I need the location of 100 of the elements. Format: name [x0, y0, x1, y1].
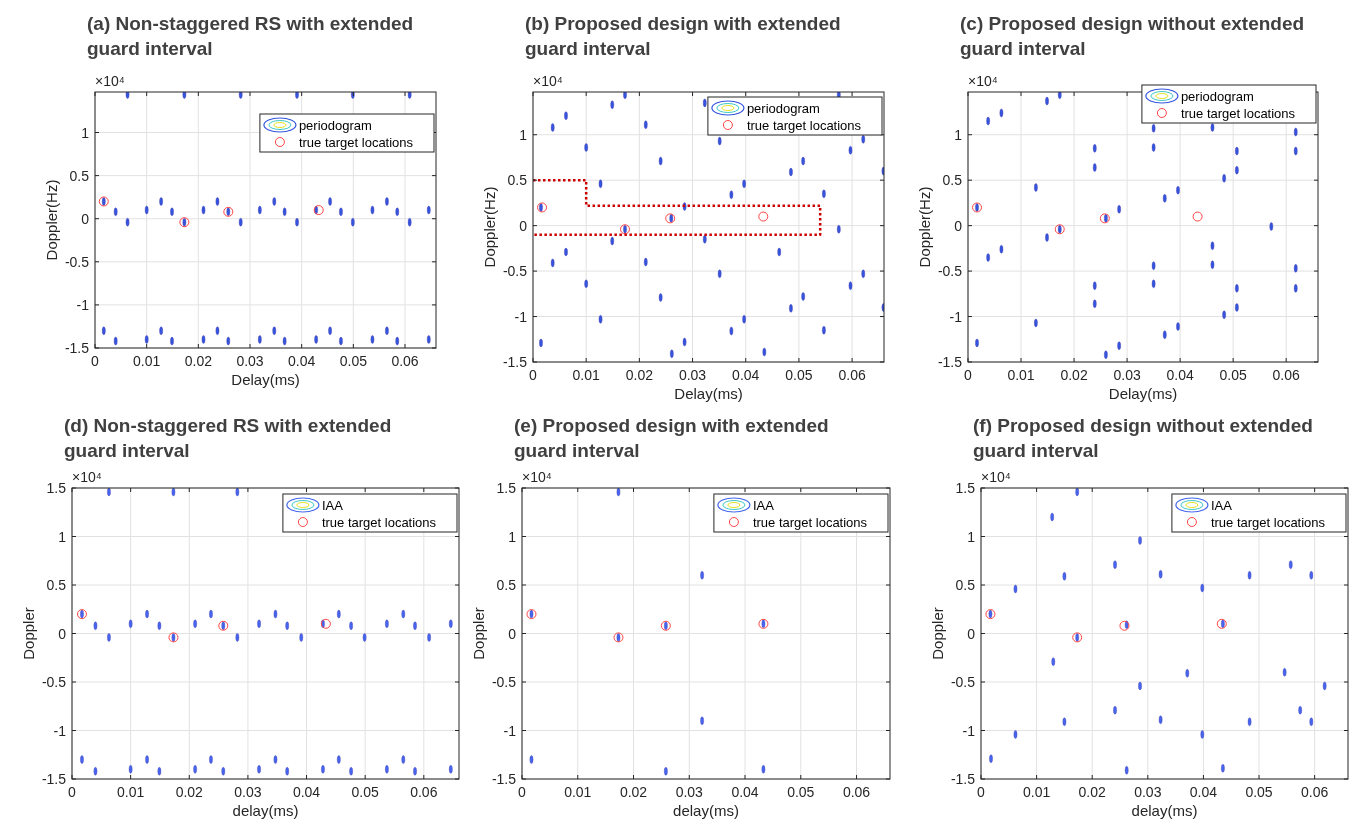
- chart-title: (b) Proposed design with extended guard interval: [525, 13, 841, 59]
- x-axis-title: Delay(ms): [231, 371, 300, 388]
- point: [972, 202, 983, 213]
- x-tick-label: 0.05: [351, 784, 380, 800]
- x-tick-label: 0.02: [1060, 367, 1088, 383]
- legend-label: true target locations: [1180, 106, 1296, 121]
- x-tick-label: 0: [91, 353, 100, 369]
- x-tick-label: 0.05: [339, 353, 368, 369]
- point: [1119, 620, 1130, 631]
- chart-title: (c) Proposed design without extended guard interval: [960, 13, 1305, 59]
- x-tick-label: 0.02: [1078, 784, 1107, 800]
- x-tick-label: 0.01: [1007, 367, 1035, 383]
- y-axis-title: Doppler(Hz): [43, 179, 60, 261]
- y-tick-label: -1: [514, 308, 528, 325]
- x-tick-label: 0.06: [1272, 367, 1301, 383]
- y-tick-label: 1: [519, 126, 528, 143]
- x-tick-label: 0.05: [1245, 784, 1273, 800]
- y-tick-label: -1.5: [64, 340, 90, 356]
- y-tick-label: 0: [519, 217, 528, 234]
- chart-title: (e) Proposed design with extended guard interval: [514, 415, 829, 461]
- y-tick-label: -0.5: [491, 674, 517, 690]
- point: [76, 609, 87, 620]
- x-tick-label: 0.03: [234, 784, 262, 800]
- y-tick-label: 0: [508, 625, 517, 642]
- x-tick-label: 0.06: [842, 784, 871, 800]
- text: ×10⁴: [968, 73, 998, 89]
- legend-label: periodogram: [1180, 89, 1254, 104]
- text: ×10⁴: [533, 73, 563, 89]
- y-tick-label: -1.5: [502, 354, 528, 370]
- x-tick-label: 0.02: [175, 784, 204, 800]
- y-tick-label: -1: [962, 722, 976, 739]
- y-axis-title: Doppler: [929, 607, 946, 660]
- text: ×10⁴: [72, 469, 102, 485]
- point: [313, 205, 324, 216]
- y-tick-label: 0.5: [942, 172, 963, 189]
- y-tick-label: 0.5: [496, 577, 517, 593]
- x-tick-label: 0: [977, 784, 986, 800]
- legend-label: periodogram: [298, 118, 372, 133]
- y-axis-title: Doppler(Hz): [481, 186, 498, 268]
- y-tick-label: 0: [81, 210, 90, 227]
- point: [1057, 92, 1062, 99]
- text: ×10⁴: [981, 469, 1011, 485]
- x-axis-title: delay(ms): [232, 802, 299, 819]
- x-axis-title: Delay(ms): [674, 385, 743, 402]
- point: [238, 92, 243, 99]
- x-tick-label: 0.01: [133, 353, 161, 369]
- legend-label: true target locations: [321, 515, 437, 530]
- point: [758, 211, 769, 222]
- y-tick-label: 0.5: [69, 167, 90, 184]
- x-tick-label: 0.03: [236, 353, 264, 369]
- point: [620, 224, 631, 235]
- x-axis-title: delay(ms): [673, 802, 739, 819]
- y-tick-label: 0.5: [46, 577, 67, 593]
- x-tick-label: 0.04: [1166, 367, 1194, 383]
- chart-title: (d) Non-staggered RS with extended guard interval: [64, 415, 392, 461]
- text: ×10⁴: [522, 469, 552, 485]
- point: [407, 92, 412, 99]
- y-tick-label: -0.5: [64, 253, 90, 270]
- x-tick-label: 0.03: [678, 367, 707, 383]
- x-tick-label: 0: [529, 367, 538, 383]
- point: [537, 202, 548, 213]
- x-tick-label: 0.03: [1113, 367, 1141, 383]
- point: [182, 92, 187, 99]
- x-tick-label: 0.01: [1022, 784, 1051, 800]
- y-tick-label: 0: [954, 217, 963, 234]
- x-tick-label: 0.01: [564, 784, 592, 800]
- y-tick-label: 0: [58, 625, 67, 642]
- x-tick-label: 0.04: [732, 367, 760, 383]
- x-tick-label: 0.03: [675, 784, 704, 800]
- x-tick-label: 0.01: [572, 367, 601, 383]
- y-tick-label: -1: [53, 722, 67, 739]
- y-tick-label: -1.5: [937, 354, 963, 370]
- legend-label: true target locations: [746, 118, 862, 133]
- y-tick-label: -1: [949, 308, 963, 325]
- x-tick-label: 0.01: [117, 784, 145, 800]
- point: [125, 92, 130, 99]
- chart-title: (f) Proposed design without extended guard interval: [973, 415, 1313, 461]
- point: [1192, 211, 1203, 222]
- y-tick-label: 1.5: [496, 480, 517, 496]
- y-axis-title: Doppler: [20, 607, 37, 660]
- y-tick-label: -0.5: [937, 263, 963, 280]
- y-tick-label: 0: [967, 625, 976, 642]
- x-tick-label: 0.03: [1134, 784, 1162, 800]
- y-tick-label: 1: [508, 528, 517, 545]
- legend-label: true target locations: [1210, 515, 1326, 530]
- y-tick-label: 1: [81, 124, 90, 141]
- y-tick-label: 1.5: [46, 480, 67, 496]
- y-tick-label: -1.5: [950, 771, 976, 787]
- point: [1099, 213, 1110, 224]
- x-tick-label: 0.02: [619, 784, 648, 800]
- y-tick-label: 1: [58, 528, 67, 545]
- y-tick-label: 0.5: [955, 577, 976, 593]
- y-tick-label: -0.5: [950, 674, 976, 690]
- x-tick-label: 0.04: [288, 353, 316, 369]
- y-tick-label: 1: [967, 528, 976, 545]
- x-tick-label: 0.02: [184, 353, 213, 369]
- x-tick-label: 0.06: [838, 367, 866, 383]
- x-axis-title: delay(ms): [1131, 802, 1198, 819]
- y-tick-label: -1: [76, 296, 90, 313]
- legend-label: IAA: [321, 498, 344, 513]
